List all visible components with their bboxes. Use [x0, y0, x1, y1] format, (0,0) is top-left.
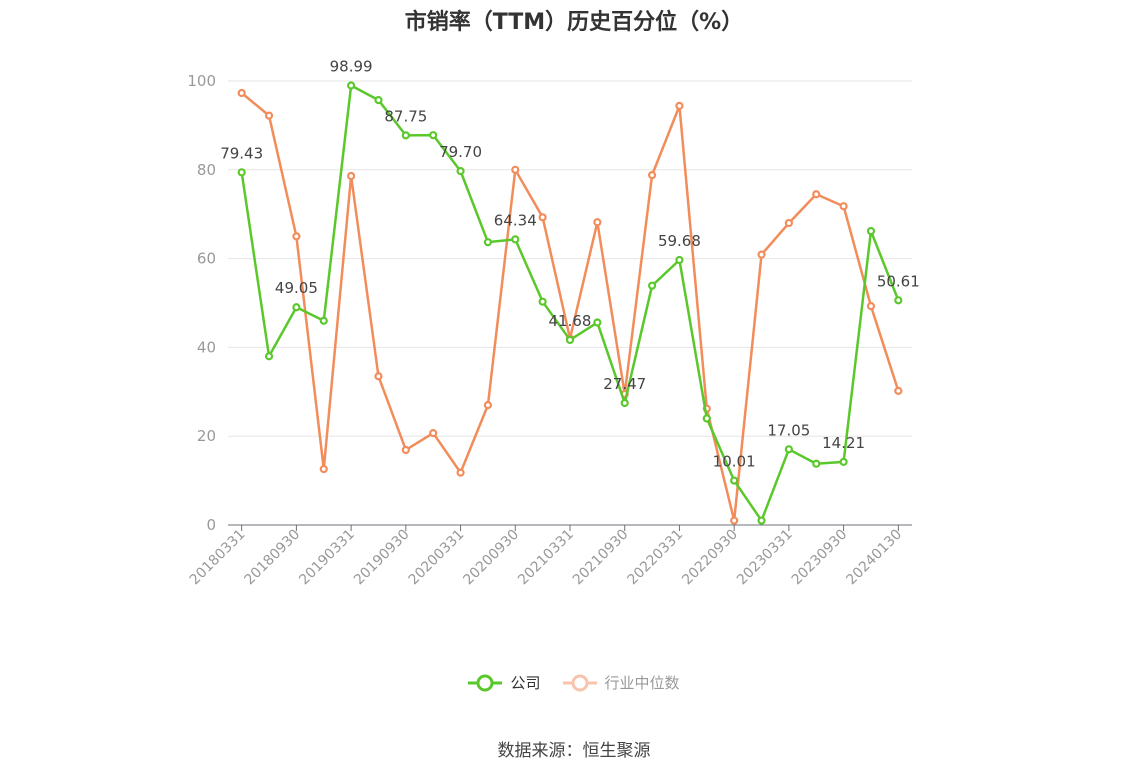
line-chart: 0 20 40 60 80 100 2018033120180930201903312019… [187, 57, 920, 588]
data-point-industry-median [483, 401, 493, 410]
data-point-company [620, 398, 629, 408]
legend-line-circle-icon [468, 674, 503, 691]
x-tick-label: 20210331 [515, 527, 577, 589]
data-label-layer: 79.43 49.05 98.99 87.75 79.70 64.34 41.68 27.47… [220, 57, 920, 470]
data-point-company [511, 235, 520, 244]
data-point-industry-median [319, 464, 328, 474]
x-tick-label: 20200331 [406, 527, 468, 589]
x-tick-label: 20190331 [296, 527, 358, 589]
data-point-company [757, 516, 766, 525]
data-point-company [784, 445, 793, 454]
data-point-company [401, 131, 410, 140]
x-tick-label: 20200930 [460, 527, 522, 589]
data-label: 79.70 [439, 143, 482, 161]
data-point-company [866, 226, 876, 236]
data-point-company [565, 335, 575, 345]
data-point-company [264, 352, 274, 361]
data-label: 41.68 [549, 312, 592, 330]
data-point-company [374, 95, 383, 105]
legend: 公司 行业中位数 [0, 672, 1148, 693]
data-point-industry-median [757, 250, 766, 259]
data-point-industry-median [511, 165, 520, 174]
data-point-company [347, 81, 356, 90]
data-point-company [429, 131, 438, 140]
data-point-company [894, 296, 903, 305]
data-point-company [538, 297, 547, 306]
data-point-company [839, 457, 848, 467]
data-label: 14.21 [822, 434, 865, 452]
y-tick-label: 100 [187, 72, 216, 90]
x-tick-label: 20190930 [351, 527, 413, 589]
data-label: 98.99 [330, 57, 373, 75]
data-point-industry-median [347, 171, 356, 181]
data-point-industry-median [538, 213, 547, 222]
y-tick-label: 40 [197, 338, 216, 356]
y-tick-label: 60 [197, 250, 216, 268]
data-point-industry-median [374, 372, 383, 381]
data-label: 10.01 [713, 453, 756, 471]
data-point-company [483, 238, 493, 247]
x-tick-label: 20240130 [843, 527, 905, 589]
data-label: 17.05 [767, 421, 810, 439]
legend-label-industry-median: 行业中位数 [604, 674, 680, 692]
data-point-company [675, 255, 684, 265]
data-point-industry-median [456, 468, 465, 477]
x-tick-label: 20220331 [625, 527, 687, 589]
x-tick-label: 20210930 [570, 527, 632, 589]
y-tick-label: 20 [197, 427, 216, 445]
x-tick-label: 20230930 [789, 527, 851, 589]
data-point-company [702, 414, 711, 423]
x-tick-label: 20220930 [679, 527, 741, 589]
data-point-industry-median [429, 428, 438, 438]
data-point-company [456, 167, 465, 176]
data-point-industry-median [730, 516, 739, 525]
data-label: 79.43 [220, 144, 263, 162]
data-point-industry-median [812, 190, 821, 199]
data-point-industry-median [866, 302, 876, 311]
legend-item-industry-median[interactable]: 行业中位数 [562, 672, 680, 693]
data-point-industry-median [237, 88, 246, 98]
data-label: 64.34 [494, 211, 537, 229]
data-point-company [237, 168, 246, 177]
source-note: 数据来源：恒生聚源 [497, 741, 651, 761]
x-tick-label: 20180331 [187, 527, 249, 589]
data-point-industry-median [784, 218, 793, 228]
data-point-industry-median [675, 101, 684, 110]
data-point-industry-median [264, 111, 274, 120]
data-label: 50.61 [877, 272, 920, 290]
data-point-company [319, 316, 328, 325]
data-point-industry-median [894, 386, 903, 396]
x-tick-label: 20230331 [734, 527, 796, 589]
data-label: 49.05 [275, 279, 318, 297]
legend-line-circle-icon [562, 674, 597, 691]
data-label: 27.47 [603, 375, 646, 393]
series-layer [237, 81, 903, 525]
data-point-industry-median [401, 445, 410, 455]
legend-label-company: 公司 [510, 674, 541, 692]
data-point-industry-median [647, 171, 657, 180]
x-tick-label: 20180930 [242, 527, 304, 589]
chart-title: 市销率（TTM）历史百分位（%） [404, 10, 744, 35]
y-tick-label: 80 [197, 161, 216, 179]
axis-layer: 0 20 40 60 80 100 2018033120180930201903312019… [187, 72, 912, 588]
data-point-company [292, 303, 301, 312]
data-label: 59.68 [658, 232, 701, 250]
data-label: 87.75 [384, 107, 427, 125]
y-tick-label: 0 [206, 516, 216, 534]
data-point-company [812, 459, 821, 468]
data-point-industry-median [593, 218, 602, 227]
data-point-company [647, 281, 657, 290]
legend-item-company[interactable]: 公司 [468, 672, 541, 693]
data-point-company [593, 318, 602, 327]
data-point-industry-median [292, 232, 301, 241]
data-point-company [730, 476, 739, 485]
data-point-industry-median [839, 202, 848, 211]
